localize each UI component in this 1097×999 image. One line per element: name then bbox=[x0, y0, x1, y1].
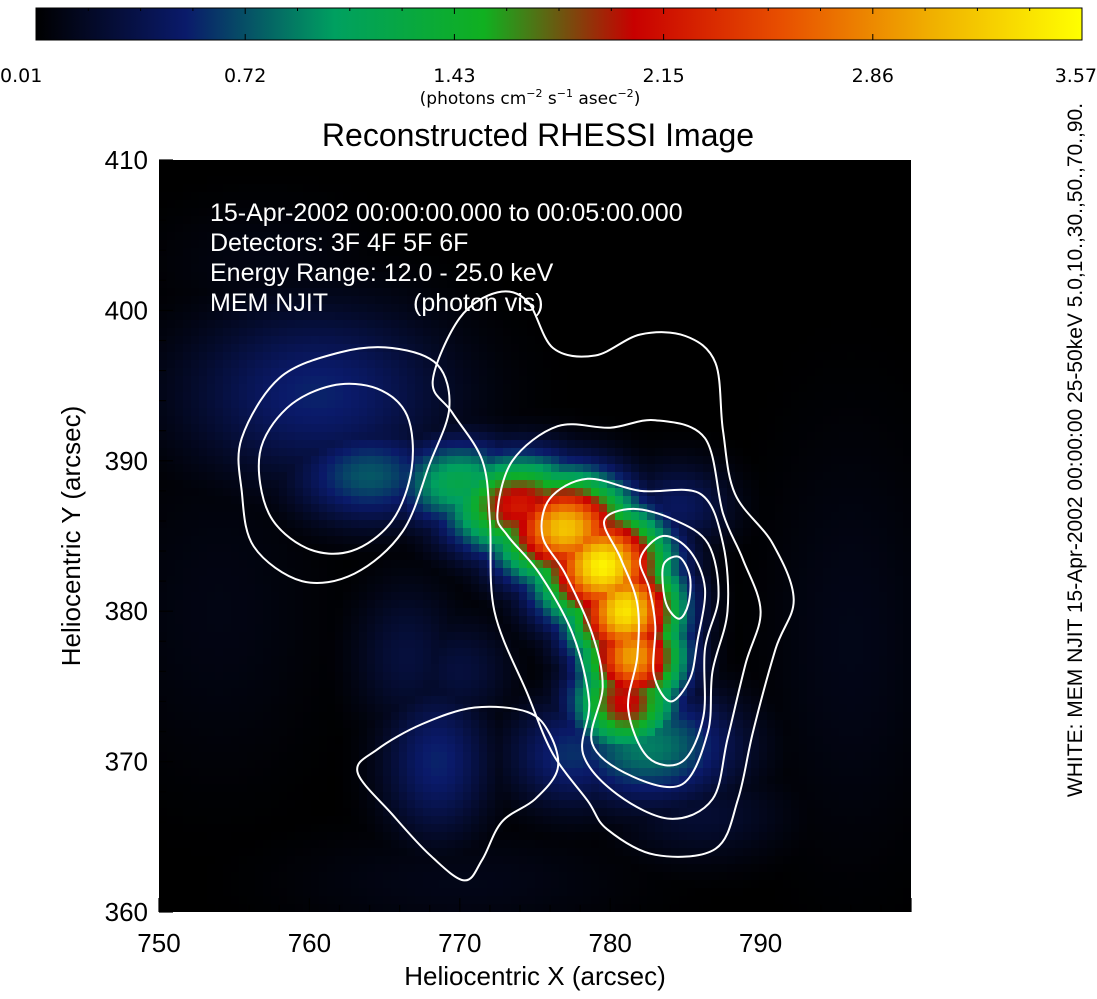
annotation-energy-range: Energy Range: 12.0 - 25.0 keV bbox=[210, 259, 554, 287]
emission-heatmap bbox=[159, 160, 911, 912]
x-tick-label: 780 bbox=[589, 928, 632, 958]
colorbar-tick-label: 0.72 bbox=[224, 65, 266, 87]
y-axis-tick-labels: 360 370 380 390 400 410 bbox=[105, 145, 148, 927]
annotation-time-range: 15-Apr-2002 00:00:00.000 to 00:05:00.000 bbox=[210, 199, 683, 227]
colorbar-scale bbox=[35, 7, 1083, 41]
chart-title: Reconstructed RHESSI Image bbox=[322, 117, 754, 153]
y-tick-label: 410 bbox=[105, 145, 148, 175]
x-axis-tick-labels: 750 760 770 780 790 bbox=[137, 928, 782, 958]
y-axis-label: Heliocentric Y (arcsec) bbox=[56, 406, 86, 667]
y-tick-label: 380 bbox=[105, 596, 148, 626]
y-tick-label: 400 bbox=[105, 295, 148, 325]
colorbar-tick-labels: 0.01 0.72 1.43 2.15 2.86 3.57 bbox=[0, 65, 1097, 87]
colorbar-unit-label: (photons cm−2 s−1 asec−2) bbox=[420, 87, 641, 109]
colorbar: 0.01 0.72 1.43 2.15 2.86 3.57 (photons cm−2 s… bbox=[0, 7, 1097, 109]
contour-line bbox=[237, 346, 451, 584]
contour-line bbox=[540, 477, 730, 789]
annotation-visibility: (photon vis) bbox=[413, 289, 544, 317]
contour-line bbox=[431, 290, 795, 858]
x-tick-label: 790 bbox=[739, 928, 782, 958]
annotation-detectors: Detectors: 3F 4F 5F 6F bbox=[210, 229, 468, 257]
contours bbox=[237, 290, 795, 882]
plot-area bbox=[159, 160, 911, 912]
contour-line bbox=[638, 534, 707, 703]
contour-line bbox=[603, 507, 720, 767]
colorbar-ticks bbox=[35, 8, 1083, 40]
image-annotations: 15-Apr-2002 00:00:00.000 to 00:05:00.000… bbox=[210, 199, 683, 317]
x-tick-label: 770 bbox=[438, 928, 481, 958]
x-axis-ticks bbox=[158, 898, 912, 912]
y-axis-ticks bbox=[159, 159, 173, 913]
annotation-method: MEM NJIT bbox=[210, 289, 328, 317]
x-axis-label: Heliocentric X (arcsec) bbox=[404, 961, 666, 991]
contour-legend-label: WHITE: MEM NJIT 15-Apr-2002 00:00:00 25-… bbox=[1064, 103, 1087, 797]
contour-line bbox=[257, 382, 414, 555]
y-tick-label: 360 bbox=[105, 897, 148, 927]
colorbar-tick-label: 1.43 bbox=[433, 65, 475, 87]
colorbar-tick-label: 0.01 bbox=[0, 65, 42, 87]
y-tick-label: 370 bbox=[105, 747, 148, 777]
contour-line bbox=[496, 418, 762, 820]
x-tick-label: 760 bbox=[288, 928, 331, 958]
colorbar-tick-label: 2.86 bbox=[852, 65, 894, 87]
contour-line bbox=[661, 555, 692, 620]
y-tick-label: 390 bbox=[105, 446, 148, 476]
colorbar-tick-label: 2.15 bbox=[642, 65, 684, 87]
emission-image bbox=[159, 160, 911, 912]
contour-line bbox=[356, 705, 560, 882]
x-tick-label: 750 bbox=[137, 928, 180, 958]
colorbar-tick-label: 3.57 bbox=[1055, 65, 1097, 87]
